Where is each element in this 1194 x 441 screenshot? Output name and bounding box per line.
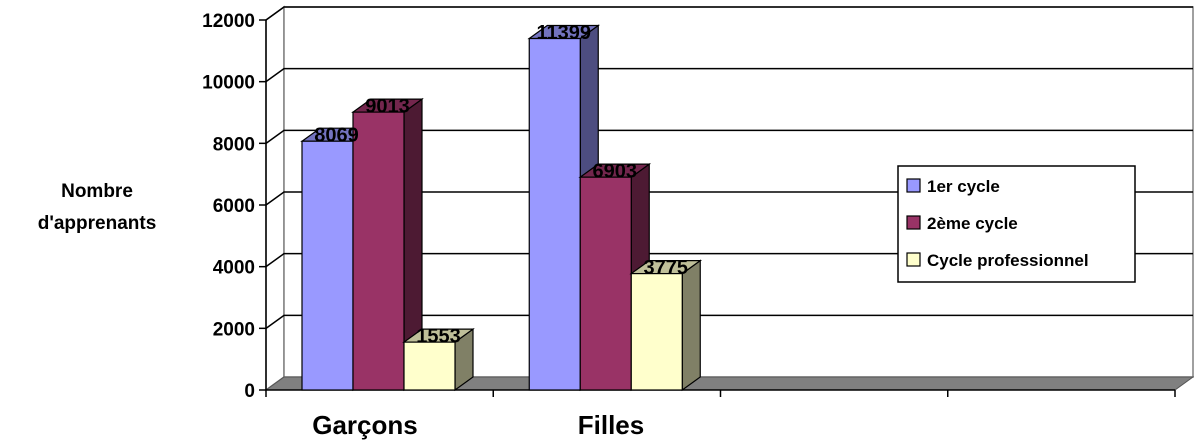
bar-side [681,259,701,392]
legend-box [897,165,1136,283]
bar-front [352,111,405,391]
legend-label: 1er cycle [927,177,1000,196]
bar [351,97,424,392]
y-tick-label: 6000 [213,196,255,217]
legend: 1er cycle 2ème cycle Cycle professionnel [897,165,1136,283]
bar [402,327,475,392]
data-labels: 8069 9013 1553 11399 6903 3775 [314,22,688,348]
legend-item: 1er cycle [906,177,1000,196]
y-tick-labels: 0 2000 4000 6000 8000 10000 12000 [202,11,255,402]
data-label: 8069 [314,125,359,147]
data-label: 3775 [644,257,689,279]
x-category-labels: Garçons Filles [312,410,644,440]
x-category-label: Garçons [312,410,418,440]
bar-front [579,176,632,391]
data-label: 1553 [416,326,461,348]
gridline [265,314,1193,329]
y-tick-label: 12000 [202,11,255,32]
legend-swatch [906,178,921,193]
data-label: 6903 [593,161,638,183]
legend-swatch [906,215,921,230]
y-tick-label: 10000 [202,73,255,94]
gridline [265,67,1193,83]
bar-front [403,341,456,391]
bar-front [630,273,683,391]
data-label: 9013 [365,96,410,118]
y-tick-label: 2000 [213,319,255,340]
bars [300,24,703,392]
y-axis-label: Nombre d'apprenants [38,181,157,234]
y-tick-label: 4000 [213,258,255,279]
legend-item: Cycle professionnel [906,251,1089,270]
gridline [265,252,1193,268]
gridline [265,191,1193,206]
y-axis-label-line-2: d'apprenants [38,213,157,234]
bar [629,259,703,392]
legend-item: 2ème cycle [906,214,1018,233]
gridline [265,6,1193,21]
legend-label: 2ème cycle [927,214,1018,233]
y-axis-label-line-1: Nombre [61,181,133,202]
legend-label: Cycle professionnel [927,251,1089,270]
bar-front [528,37,581,391]
legend-swatch [906,252,921,267]
data-label: 11399 [536,22,591,44]
gridline [265,129,1193,144]
bar-front [301,140,354,391]
y-tick-label: 0 [244,381,255,402]
y-tick-label: 8000 [213,134,255,155]
x-category-label: Filles [578,410,644,440]
gridlines [265,6,1193,329]
